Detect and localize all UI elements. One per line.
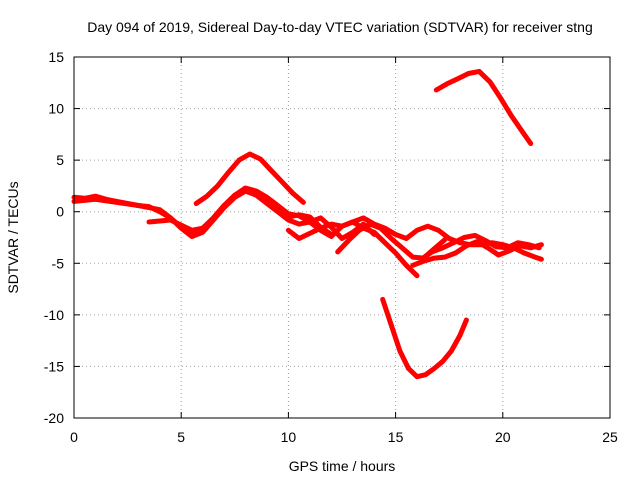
y-tick-label: 5 — [56, 152, 64, 168]
series-arc-7 — [410, 239, 544, 268]
data-series-group — [71, 68, 544, 380]
x-tick-label: 10 — [281, 429, 297, 445]
series-arc-9 — [380, 296, 469, 380]
y-tick-label: -20 — [44, 410, 64, 426]
y-tick-label: 0 — [56, 204, 64, 220]
grid — [74, 57, 610, 418]
y-tick-label: -15 — [44, 358, 64, 374]
axis-ticks: 0 5 10 15 20 25 -20 -15 -10 -5 0 5 10 15 — [44, 49, 618, 445]
x-tick-label: 20 — [495, 429, 511, 445]
y-axis-label: SDTVAR / TECUs — [5, 181, 21, 293]
y-tick-label: 15 — [48, 49, 64, 65]
y-tick-label: -10 — [44, 307, 64, 323]
series-arc-10 — [433, 68, 534, 147]
y-tick-label: 10 — [48, 101, 64, 117]
series-arc-4 — [193, 151, 306, 206]
x-tick-label: 15 — [388, 429, 404, 445]
series-arc-5 — [285, 215, 544, 262]
x-tick-label: 25 — [602, 429, 618, 445]
x-axis-label: GPS time / hours — [289, 458, 396, 474]
y-tick-label: -5 — [52, 255, 65, 271]
plot-frame — [73, 56, 611, 419]
series-arc-3 — [146, 186, 420, 279]
x-tick-label: 0 — [70, 429, 78, 445]
chart-title: Day 094 of 2019, Sidereal Day-to-day VTE… — [87, 19, 593, 35]
x-tick-label: 5 — [177, 429, 185, 445]
series-arc-8 — [418, 232, 542, 262]
